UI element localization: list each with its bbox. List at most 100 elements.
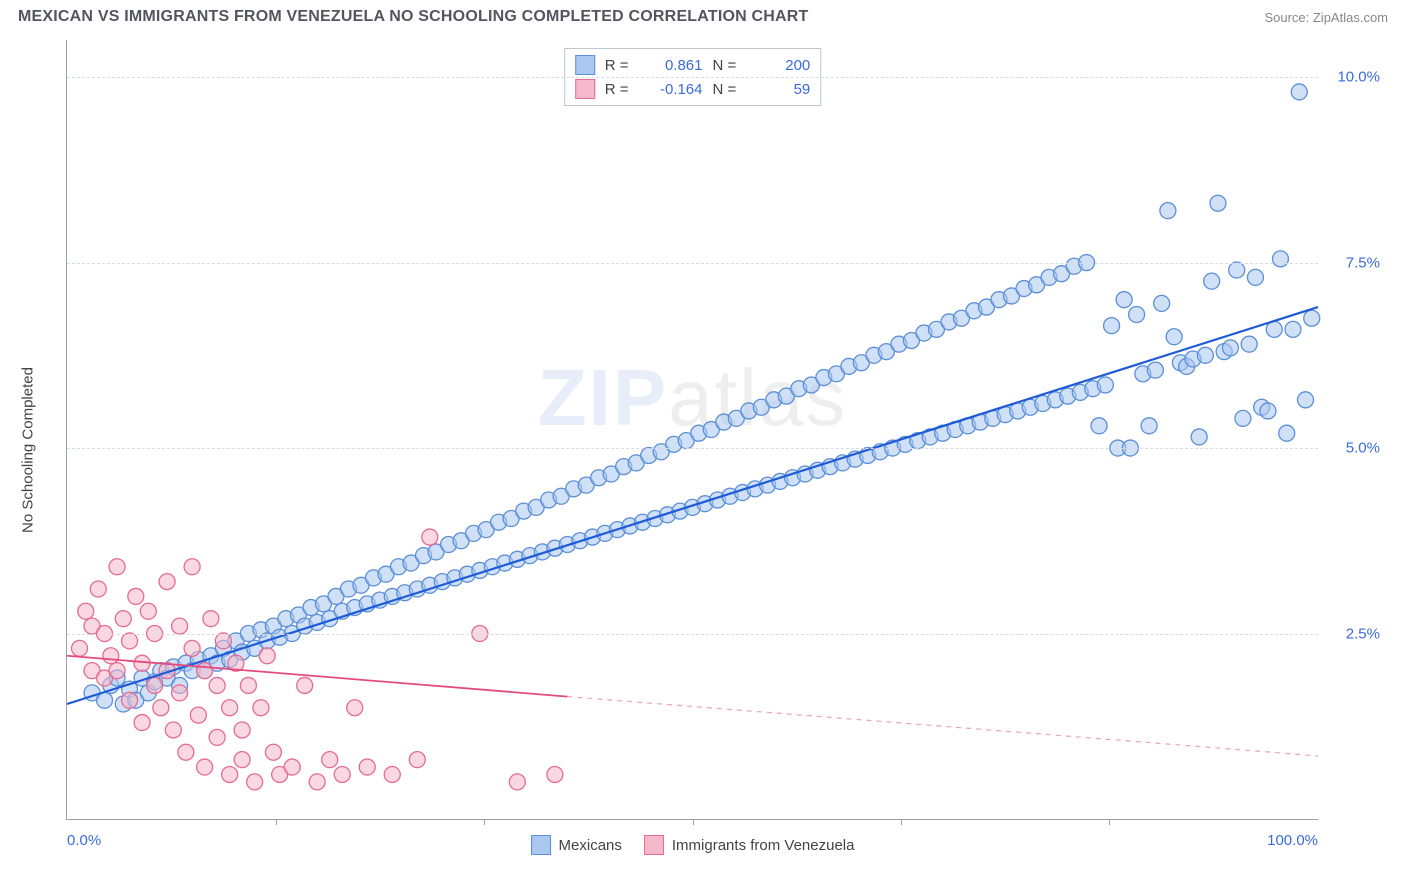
- data-point: [309, 774, 325, 790]
- data-point: [259, 648, 275, 664]
- data-point: [140, 603, 156, 619]
- x-tick-label: 100.0%: [1267, 832, 1318, 849]
- data-point: [90, 581, 106, 597]
- data-point: [547, 766, 563, 782]
- r-value: 0.861: [639, 57, 703, 74]
- gridline: [67, 448, 1318, 449]
- data-point: [128, 588, 144, 604]
- x-tick: [901, 819, 902, 825]
- y-tick-label: 10.0%: [1337, 69, 1380, 86]
- data-point: [184, 559, 200, 575]
- r-label: R =: [605, 57, 629, 74]
- data-point: [1291, 84, 1307, 100]
- legend-item: Mexicans: [531, 835, 622, 855]
- data-point: [134, 715, 150, 731]
- data-point: [153, 700, 169, 716]
- data-point: [209, 677, 225, 693]
- data-point: [184, 640, 200, 656]
- scatter-layer: [67, 40, 1318, 819]
- data-point: [234, 752, 250, 768]
- x-tick: [484, 819, 485, 825]
- data-point: [1116, 292, 1132, 308]
- data-point: [265, 744, 281, 760]
- data-point: [322, 752, 338, 768]
- data-point: [209, 729, 225, 745]
- data-point: [1129, 307, 1145, 323]
- data-point: [1147, 362, 1163, 378]
- data-point: [115, 611, 131, 627]
- data-point: [72, 640, 88, 656]
- series-swatch: [575, 79, 595, 99]
- data-point: [1235, 410, 1251, 426]
- data-point: [1097, 377, 1113, 393]
- data-point: [1260, 403, 1276, 419]
- legend-label: Mexicans: [559, 837, 622, 854]
- data-point: [247, 774, 263, 790]
- data-point: [1210, 195, 1226, 211]
- data-point: [1241, 336, 1257, 352]
- data-point: [197, 663, 213, 679]
- data-point: [359, 759, 375, 775]
- data-point: [203, 611, 219, 627]
- data-point: [1247, 269, 1263, 285]
- data-point: [103, 648, 119, 664]
- stats-row: R =-0.164N =59: [571, 77, 815, 101]
- x-tick: [1109, 819, 1110, 825]
- data-point: [1154, 295, 1170, 311]
- n-value: 59: [746, 81, 810, 98]
- data-point: [1272, 251, 1288, 267]
- plot-area: ZIPatlas R =0.861N =200R =-0.164N =59 Me…: [66, 40, 1318, 820]
- data-point: [240, 677, 256, 693]
- data-point: [1222, 340, 1238, 356]
- data-point: [159, 574, 175, 590]
- y-axis-label: No Schooling Completed: [20, 367, 37, 533]
- data-point: [178, 744, 194, 760]
- data-point: [197, 759, 213, 775]
- data-point: [109, 663, 125, 679]
- data-point: [1285, 321, 1301, 337]
- y-tick-label: 5.0%: [1346, 440, 1380, 457]
- gridline: [67, 263, 1318, 264]
- n-value: 200: [746, 57, 810, 74]
- data-point: [172, 618, 188, 634]
- data-point: [1166, 329, 1182, 345]
- legend-swatch: [644, 835, 664, 855]
- stats-row: R = 0.861 N = 200: [571, 53, 815, 77]
- data-point: [1191, 429, 1207, 445]
- r-label: R =: [605, 81, 629, 98]
- series-swatch: [575, 55, 595, 75]
- y-tick-label: 2.5%: [1346, 625, 1380, 642]
- n-label: N =: [713, 81, 737, 98]
- data-point: [1304, 310, 1320, 326]
- y-tick-label: 7.5%: [1346, 254, 1380, 271]
- data-point: [284, 759, 300, 775]
- data-point: [297, 677, 313, 693]
- legend-item: Immigrants from Venezuela: [644, 835, 855, 855]
- chart-container: No Schooling Completed ZIPatlas R =0.861…: [18, 30, 1388, 870]
- data-point: [1104, 318, 1120, 334]
- data-point: [1279, 425, 1295, 441]
- source-credit: Source: ZipAtlas.com: [1264, 10, 1388, 25]
- data-point: [253, 700, 269, 716]
- n-label: N =: [713, 57, 737, 74]
- data-point: [222, 766, 238, 782]
- data-point: [1197, 347, 1213, 363]
- x-tick-label: 0.0%: [67, 832, 101, 849]
- data-point: [122, 633, 138, 649]
- gridline: [67, 634, 1318, 635]
- legend-swatch: [531, 835, 551, 855]
- legend-label: Immigrants from Venezuela: [672, 837, 855, 854]
- chart-title: MEXICAN VS IMMIGRANTS FROM VENEZUELA NO …: [18, 8, 809, 26]
- gridline: [67, 77, 1318, 78]
- data-point: [1204, 273, 1220, 289]
- x-tick: [276, 819, 277, 825]
- data-point: [1091, 418, 1107, 434]
- data-point: [347, 700, 363, 716]
- data-point: [234, 722, 250, 738]
- x-tick: [693, 819, 694, 825]
- data-point: [334, 766, 350, 782]
- data-point: [190, 707, 206, 723]
- data-point: [215, 633, 231, 649]
- data-point: [222, 700, 238, 716]
- data-point: [1229, 262, 1245, 278]
